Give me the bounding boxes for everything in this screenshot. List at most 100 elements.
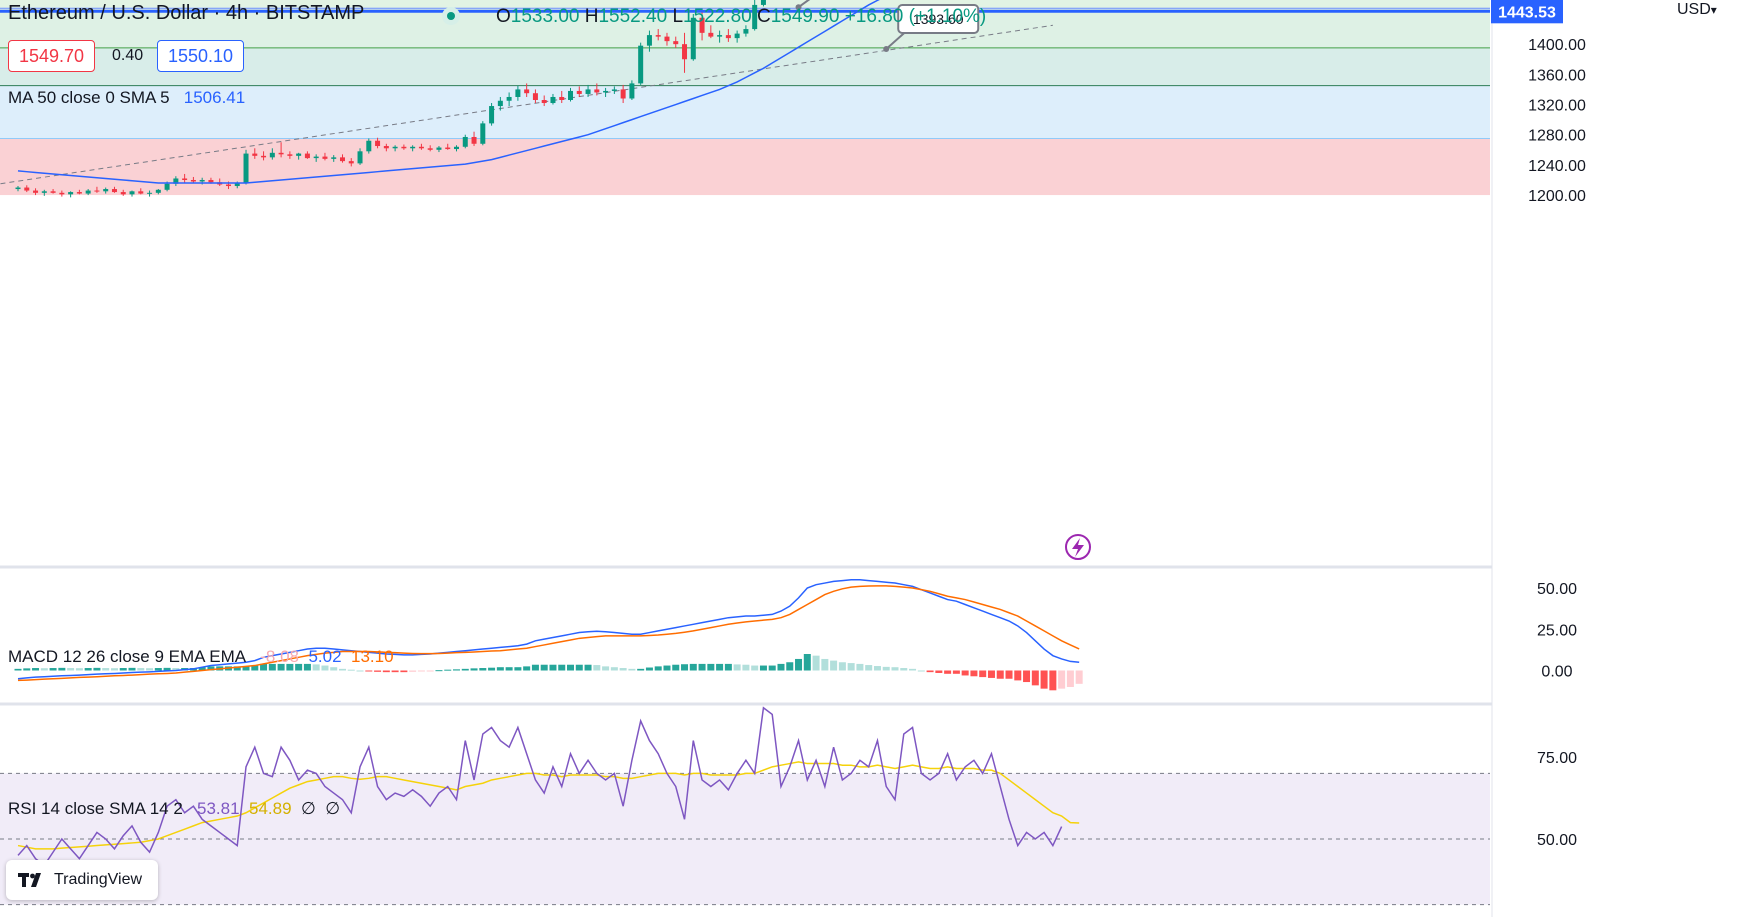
candle bbox=[147, 192, 153, 194]
macd-histogram-bar bbox=[558, 664, 566, 671]
macd-histogram-bar bbox=[444, 669, 452, 671]
candle bbox=[59, 192, 65, 195]
candle bbox=[261, 155, 267, 158]
macd-histogram-bar bbox=[172, 668, 180, 671]
candle bbox=[68, 192, 74, 195]
macd-histogram-bar bbox=[961, 670, 969, 676]
rsi-axis-tick: 75.00 bbox=[1537, 750, 1577, 767]
macd-histogram-bar bbox=[514, 667, 522, 671]
rsi-legend[interactable]: RSI 14 close SMA 14 2 53.81 54.89 ∅ ∅ bbox=[8, 799, 340, 819]
low-value: 1522.80 bbox=[683, 6, 752, 27]
price-zone-3 bbox=[0, 47, 1490, 86]
candle bbox=[655, 35, 661, 37]
price-axis-tick: 1360.00 bbox=[1528, 67, 1586, 84]
macd-histogram-bar bbox=[417, 670, 425, 672]
macd-axis-tick: 0.00 bbox=[1541, 664, 1572, 681]
macd-histogram-bar bbox=[917, 670, 925, 672]
candle bbox=[445, 147, 451, 150]
macd-histogram-bar bbox=[1014, 670, 1022, 681]
candle bbox=[366, 140, 372, 152]
callout-label: 1393.60 bbox=[913, 11, 964, 27]
candle bbox=[33, 190, 39, 193]
macd-histogram-bar bbox=[523, 666, 531, 671]
macd-histogram-bar bbox=[970, 670, 978, 677]
macd-histogram-bar bbox=[32, 668, 40, 671]
macd-histogram-bar bbox=[856, 663, 864, 671]
ma-legend[interactable]: MA 50 close 0 SMA 5 1506.41 bbox=[8, 88, 245, 108]
macd-histogram-bar bbox=[75, 668, 83, 671]
candle bbox=[24, 187, 30, 191]
macd-histogram-bar bbox=[435, 670, 443, 672]
macd-histogram-bar bbox=[681, 664, 689, 671]
price-axis-tick: 1320.00 bbox=[1528, 98, 1586, 115]
macd-histogram-bar bbox=[909, 668, 917, 671]
candle bbox=[594, 89, 600, 93]
open-value: 1533.00 bbox=[510, 6, 580, 27]
macd-histogram-bar bbox=[926, 670, 934, 673]
level-price-tag-label: 1443.53 bbox=[1498, 4, 1556, 21]
high-value: 1552.40 bbox=[598, 6, 668, 27]
candle bbox=[85, 190, 91, 194]
trendline bbox=[0, 24, 1053, 185]
macd-histogram-bar bbox=[409, 670, 417, 672]
macd-histogram-bar bbox=[93, 667, 101, 671]
candle bbox=[752, 4, 758, 30]
candle bbox=[515, 89, 521, 97]
chevron-down-icon: ▾ bbox=[1710, 3, 1717, 17]
buy-price-button[interactable]: 1550.10 bbox=[157, 40, 245, 72]
candle bbox=[225, 184, 231, 187]
macd-histogram-bar bbox=[882, 666, 890, 671]
macd-histogram-bar bbox=[374, 670, 382, 672]
candle bbox=[199, 179, 205, 182]
macd-histogram-bar bbox=[768, 665, 776, 671]
symbol-title[interactable]: Ethereum / U.S. Dollar · 4h · BITSTAMP bbox=[8, 2, 365, 24]
candle bbox=[269, 152, 275, 158]
macd-histogram-bar bbox=[146, 668, 154, 671]
high-label: H bbox=[584, 6, 599, 27]
macd-histogram-bar bbox=[488, 667, 496, 671]
candle bbox=[454, 146, 459, 150]
rsi-legend-label: RSI 14 close SMA 14 2 bbox=[8, 799, 183, 818]
rsi-ma-line bbox=[17, 761, 1080, 850]
macd-histogram-bar bbox=[321, 665, 329, 671]
macd-histogram-bar bbox=[1040, 670, 1048, 689]
macd-histogram-bar bbox=[716, 663, 724, 671]
sell-price-button[interactable]: 1549.70 bbox=[8, 40, 96, 72]
macd-axis-tick: 50.00 bbox=[1537, 581, 1577, 598]
macd-histogram-bar bbox=[330, 667, 338, 671]
tradingview-logo[interactable]: TradingView bbox=[6, 860, 158, 900]
macd-legend[interactable]: MACD 12 26 close 9 EMA EMA -8.08 5.02 13… bbox=[8, 647, 394, 667]
close-value: 1549.90 bbox=[770, 6, 840, 27]
macd-histogram-bar bbox=[593, 665, 601, 671]
macd-histogram-bar bbox=[137, 668, 145, 671]
candle bbox=[603, 90, 609, 93]
macd-histogram-bar bbox=[742, 664, 750, 671]
macd-histogram-bar bbox=[865, 665, 873, 671]
macd-histogram-bar bbox=[242, 666, 250, 671]
macd-signal-value: 13.10 bbox=[351, 647, 394, 666]
macd-histogram-bar bbox=[102, 668, 110, 671]
open-label: O bbox=[496, 6, 511, 27]
currency-selector[interactable]: USD▾ bbox=[1677, 1, 1717, 19]
macd-histogram-bar bbox=[698, 663, 706, 671]
macd-histogram-bar bbox=[426, 670, 434, 672]
macd-histogram-bar bbox=[567, 664, 575, 671]
macd-histogram-bar bbox=[251, 665, 259, 671]
price-axis-tick: 1280.00 bbox=[1528, 128, 1586, 145]
candle bbox=[278, 152, 284, 155]
macd-histogram-bar bbox=[821, 658, 829, 671]
candle bbox=[568, 90, 574, 101]
candle bbox=[760, 0, 766, 5]
macd-histogram-bar bbox=[637, 668, 645, 671]
macd-histogram-bar bbox=[128, 667, 136, 671]
macd-histogram-bar bbox=[751, 665, 759, 671]
candle bbox=[699, 17, 705, 33]
macd-histogram-bar bbox=[400, 670, 408, 673]
spread-value: 0.40 bbox=[112, 47, 144, 64]
price-zone-1 bbox=[0, 0, 1490, 12]
candle bbox=[182, 178, 188, 180]
macd-histogram-bar bbox=[654, 666, 662, 671]
rsi-line bbox=[17, 706, 1063, 867]
candle bbox=[401, 146, 407, 149]
